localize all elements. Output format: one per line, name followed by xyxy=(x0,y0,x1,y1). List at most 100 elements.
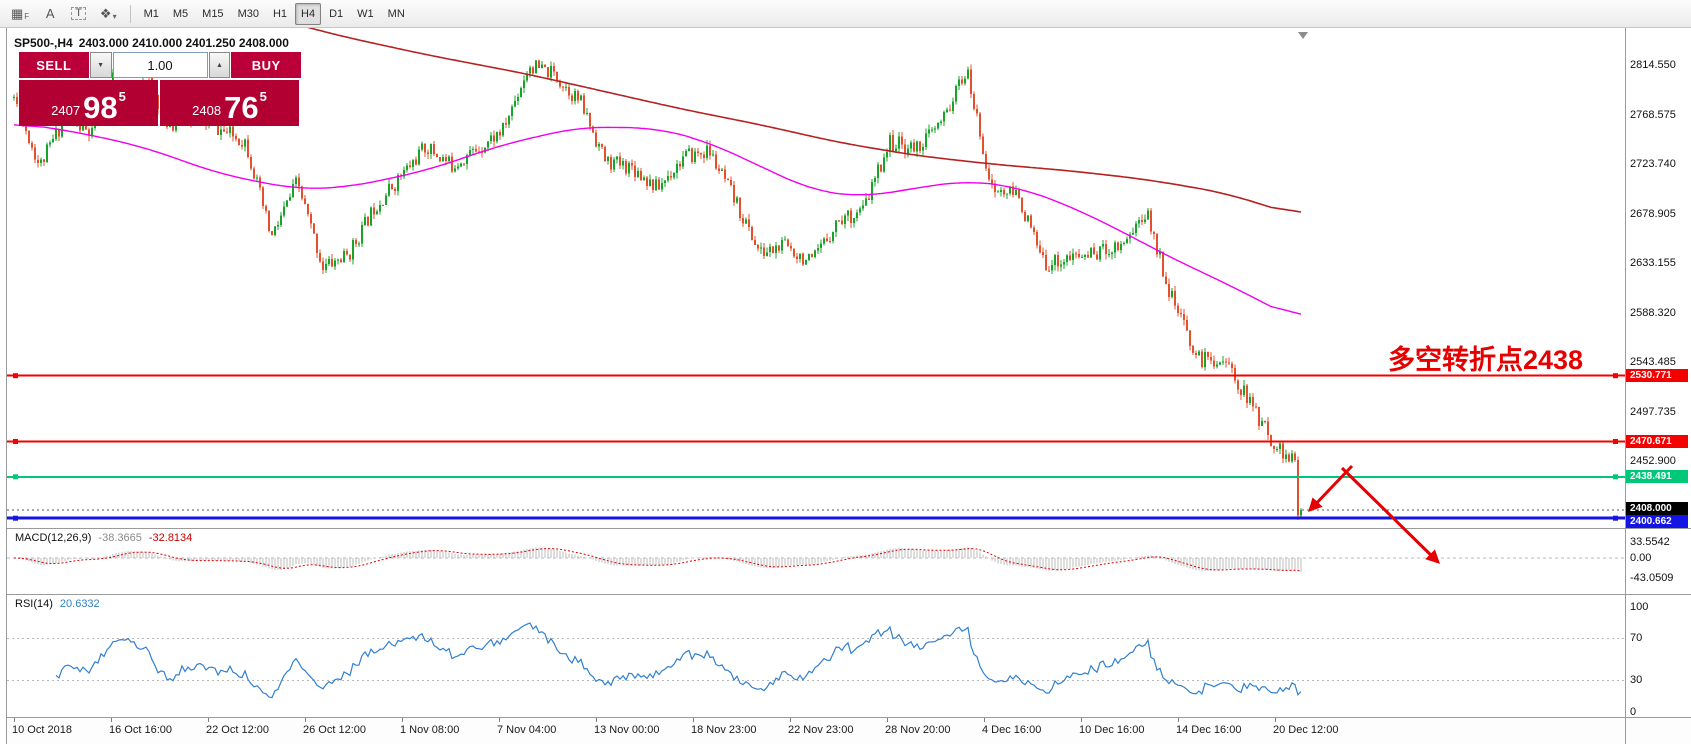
up-candle-wicks xyxy=(13,59,1302,518)
rsi-panel[interactable]: RSI(14) 20.6332 xyxy=(6,595,1691,717)
chart-grid-tool-sub-icon: F xyxy=(24,12,30,21)
time-axis-tick xyxy=(984,718,985,722)
indicator-axis-label: 70 xyxy=(1630,632,1643,644)
timeframe-toolbar: M1 M5 M15 M30 H1 H4 D1 W1 MN xyxy=(138,2,411,25)
indicator-axis-label: 0 xyxy=(1630,706,1637,718)
toolbar-separator xyxy=(129,4,131,23)
macd-name: MACD(12,26,9) xyxy=(15,532,92,544)
timeframe-d1-button[interactable]: D1 xyxy=(329,7,344,20)
time-axis-tick xyxy=(596,718,597,722)
time-axis-tick xyxy=(693,718,694,722)
hline-left-handle[interactable] xyxy=(13,515,18,521)
macd-label: MACD(12,26,9) -38.3665 -32.8134 xyxy=(15,532,192,544)
hline-left-handle[interactable] xyxy=(13,474,18,480)
buy-price-display[interactable]: 2408 76 5 xyxy=(160,80,299,126)
rsi-line xyxy=(55,622,1302,699)
annotation-text[interactable]: 多空转折点2438 xyxy=(1388,345,1584,375)
indicator-axis-label: 33.5542 xyxy=(1630,536,1670,548)
price-tag: 2530.771 xyxy=(1626,369,1688,382)
buy-price-handle: 2408 xyxy=(192,103,222,118)
rsi-value: 20.6332 xyxy=(59,598,100,610)
timeframe-m1-button[interactable]: M1 xyxy=(143,7,159,20)
objects-tool-sub-icon: ▾ xyxy=(112,12,117,21)
one-click-trading-widget: SELL ▼ ▲ BUY 2407 98 5 2408 76 5 xyxy=(19,52,301,126)
price-chart-panel[interactable]: SP500-,H4 2403.000 2410.000 2401.250 2408… xyxy=(6,28,1691,528)
timeframe-w1-button[interactable]: W1 xyxy=(357,7,374,20)
indicator-axis-label: -43.0509 xyxy=(1630,572,1674,584)
volume-increase-button[interactable]: ▲ xyxy=(208,52,231,78)
time-axis-tick xyxy=(499,718,500,722)
time-axis[interactable] xyxy=(6,718,1691,744)
time-axis-tick xyxy=(1178,718,1179,722)
price-axis-label: 2678.905 xyxy=(1630,207,1676,220)
chart-grid-tool-icon: ▦ xyxy=(11,6,24,21)
caret-down-icon: ▼ xyxy=(97,61,105,69)
indicator-axis-label: 0.00 xyxy=(1630,552,1652,564)
sell-button[interactable]: SELL xyxy=(19,52,89,78)
time-axis-label: 22 Oct 12:00 xyxy=(206,724,269,736)
timeframe-m5-button[interactable]: M5 xyxy=(172,7,189,20)
timeframe-h4-button[interactable]: H4 xyxy=(295,2,322,25)
timeframe-h1-button[interactable]: H1 xyxy=(272,7,288,20)
rsi-indicator-canvas[interactable] xyxy=(7,595,1626,717)
cursor-tool[interactable]: A xyxy=(37,3,63,25)
hline-right-handle[interactable] xyxy=(1613,474,1618,480)
time-axis-label: 22 Nov 23:00 xyxy=(788,724,854,736)
price-tag: 2470.671 xyxy=(1626,435,1688,448)
panel-separator[interactable] xyxy=(6,594,1691,595)
macd-main-value: -38.3665 xyxy=(98,532,142,544)
objects-tool[interactable]: ❖ ▾ xyxy=(94,3,123,25)
macd-histogram xyxy=(16,547,1302,573)
volume-decrease-button[interactable]: ▼ xyxy=(89,52,112,78)
time-axis-label: 4 Dec 16:00 xyxy=(982,724,1042,736)
buy-button[interactable]: BUY xyxy=(231,52,301,78)
caret-up-icon: ▲ xyxy=(215,61,223,69)
timeframe-mn-button[interactable]: MN xyxy=(387,7,405,20)
macd-signal-value: -32.8134 xyxy=(148,532,193,544)
cursor-tool-icon: A xyxy=(45,6,55,21)
indicator-axis-label: 30 xyxy=(1630,674,1643,686)
sell-price-big-digits: 98 xyxy=(83,89,118,125)
time-axis-label: 13 Nov 00:00 xyxy=(594,724,660,736)
time-axis-tick xyxy=(305,718,306,722)
price-axis-label: 2814.550 xyxy=(1630,59,1676,71)
slow-moving-average-line[interactable] xyxy=(14,28,1302,213)
time-axis-tick xyxy=(790,718,791,722)
price-tag: 2408.000 xyxy=(1626,502,1688,515)
time-axis-tick xyxy=(402,718,403,722)
rsi-label: RSI(14) 20.6332 xyxy=(15,598,100,610)
price-axis-label: 2543.485 xyxy=(1630,356,1676,368)
panel-separator[interactable] xyxy=(6,717,1691,718)
price-axis-label: 2497.735 xyxy=(1630,405,1676,418)
sell-price-display[interactable]: 2407 98 5 xyxy=(19,80,158,126)
toolbar: ▦ F A T ❖ ▾ M1 M5 M15 M30 H1 H4 D1 W1 MN xyxy=(0,0,1691,28)
fast-moving-average-line[interactable] xyxy=(13,124,1302,315)
price-axis-label: 2723.740 xyxy=(1630,158,1676,170)
hline-right-handle[interactable] xyxy=(1613,515,1618,521)
indicator-axis-label: 100 xyxy=(1630,601,1649,613)
time-axis-label: 28 Nov 20:00 xyxy=(885,724,951,736)
chart-grid-tool[interactable]: ▦ F xyxy=(5,3,35,25)
price-tag: 2400.662 xyxy=(1626,515,1688,528)
text-label-tool-icon: T xyxy=(71,7,86,20)
panel-separator[interactable] xyxy=(6,528,1691,529)
hline-left-handle[interactable] xyxy=(13,373,18,379)
volume-input[interactable] xyxy=(112,52,208,78)
chart-shift-marker[interactable] xyxy=(1298,32,1308,39)
hline-right-handle[interactable] xyxy=(1613,439,1618,444)
price-axis-label: 2768.575 xyxy=(1630,108,1676,121)
time-axis-label: 16 Oct 16:00 xyxy=(109,724,172,736)
macd-indicator-canvas[interactable] xyxy=(7,529,1626,594)
timeframe-m15-button[interactable]: M15 xyxy=(202,7,224,20)
time-axis-tick xyxy=(111,718,112,722)
hline-right-handle[interactable] xyxy=(1613,373,1618,379)
timeframe-m30-button[interactable]: M30 xyxy=(237,7,259,20)
time-axis-tick xyxy=(887,718,888,722)
hline-left-handle[interactable] xyxy=(13,439,18,444)
objects-tool-icon: ❖ xyxy=(99,6,112,21)
sell-price-handle: 2407 xyxy=(51,103,81,118)
macd-panel[interactable]: MACD(12,26,9) -38.3665 -32.8134 xyxy=(6,529,1691,594)
text-label-tool[interactable]: T xyxy=(65,3,92,25)
time-axis-label: 20 Dec 12:00 xyxy=(1273,724,1339,736)
buy-price-pip: 5 xyxy=(259,89,267,104)
